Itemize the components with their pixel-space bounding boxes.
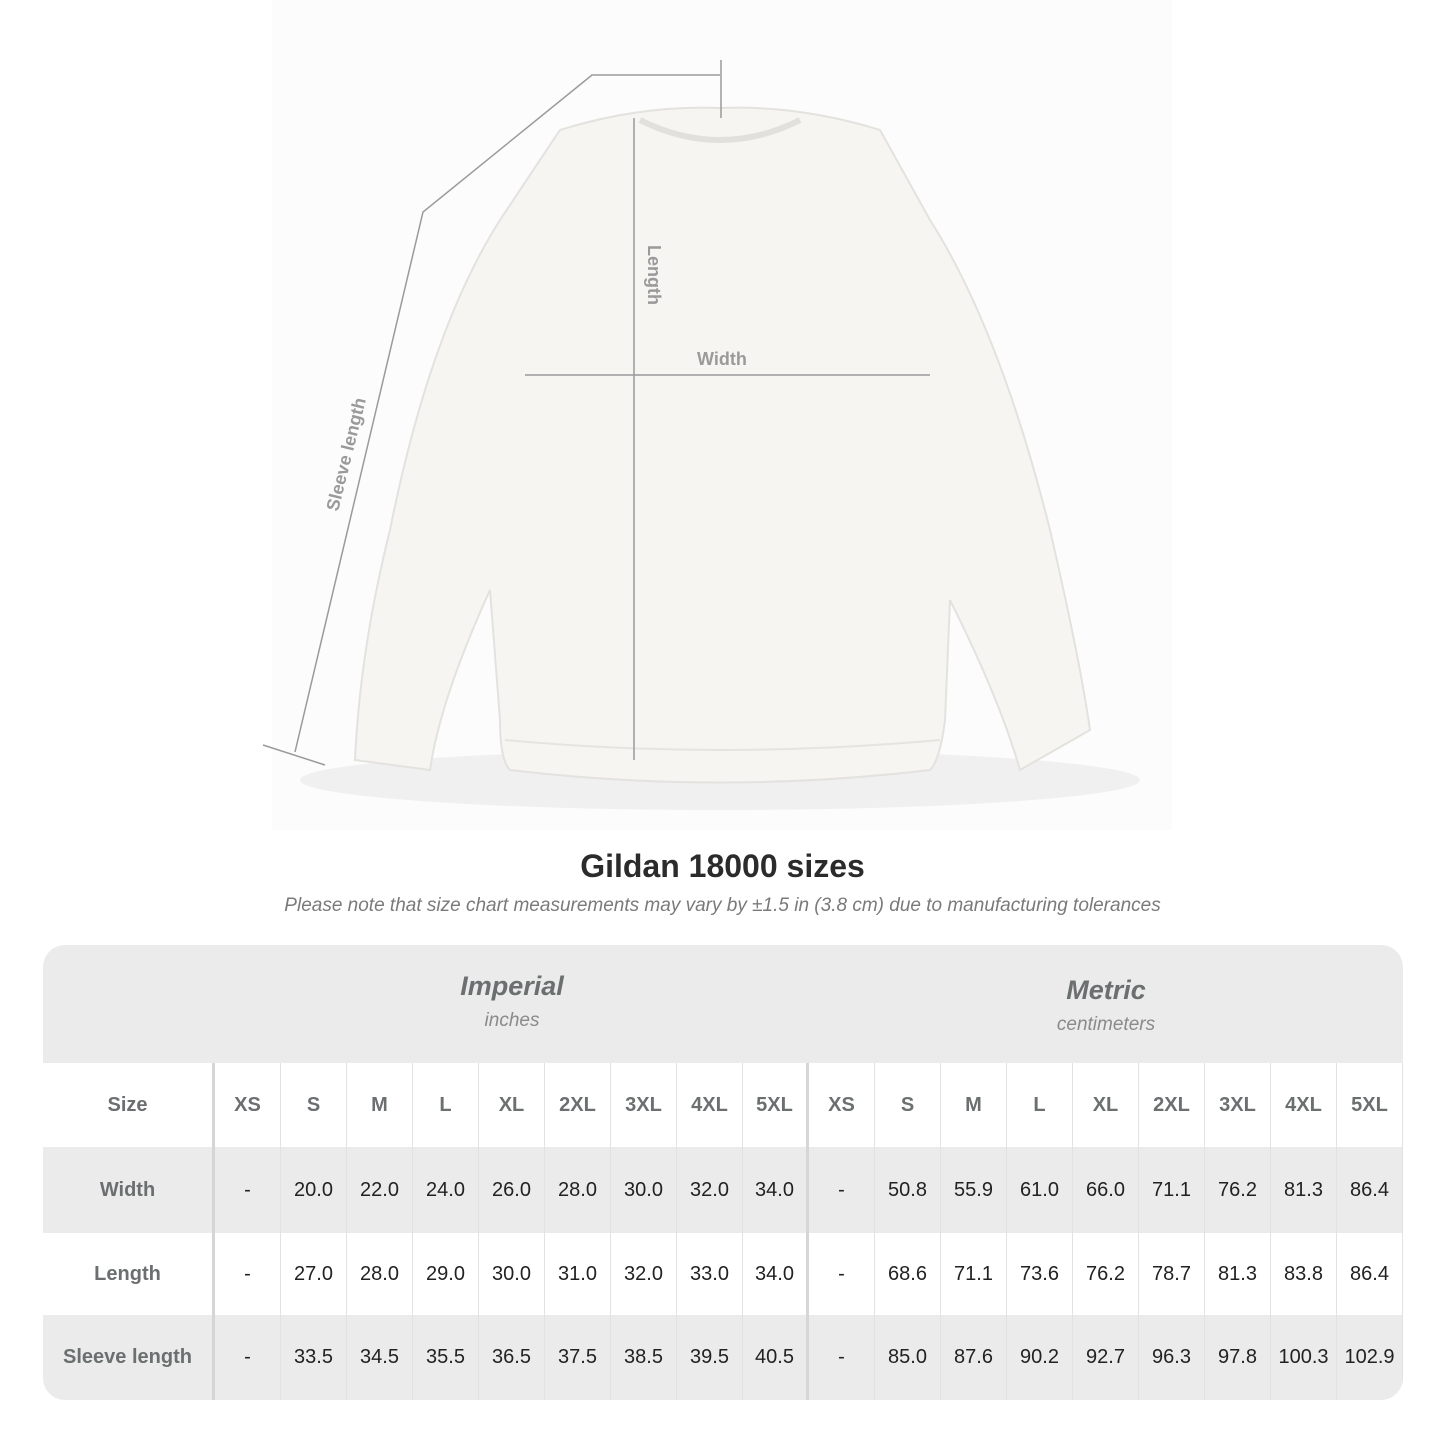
size-column-header: M [347,1063,413,1147]
value-cell: 55.9 [941,1147,1007,1233]
value-cell: 22.0 [347,1147,413,1233]
value-cell: 28.0 [545,1147,611,1233]
sweatshirt [353,106,1092,784]
length-label: Length [644,245,664,305]
size-column-header: XL [1073,1063,1139,1147]
value-cell: 83.8 [1271,1233,1337,1315]
table-header: Imperial inches Metric centimeters [43,945,1403,1063]
value-cell: 26.0 [479,1147,545,1233]
value-cell: 97.8 [1205,1315,1271,1400]
value-cell: 68.6 [875,1233,941,1315]
value-cell: 35.5 [413,1315,479,1400]
imperial-header: Imperial inches [215,945,809,1063]
value-cell: 102.9 [1337,1315,1403,1400]
value-cell: 92.7 [1073,1315,1139,1400]
value-cell: - [215,1315,281,1400]
value-cell: 90.2 [1007,1315,1073,1400]
table-row: Sleeve length -33.5 34.5 35.5 36.5 37.5 38.5 39… [43,1315,1403,1400]
row-label: Width [43,1147,215,1233]
value-cell: 34.0 [743,1147,809,1233]
size-column-header: S [281,1063,347,1147]
imperial-title: Imperial [460,971,564,1001]
value-cell: 34.0 [743,1233,809,1315]
value-cell: 30.0 [479,1233,545,1315]
size-column-header: 5XL [743,1063,809,1147]
chart-title: Gildan 18000 sizes [580,848,865,884]
table-row: Length -27.0 28.0 29.0 30.0 31.0 32.0 33.0 34.0-… [43,1233,1403,1315]
table-row: Width -20.0 22.0 24.0 26.0 28.0 30.0 32.0 34.0-5… [43,1147,1403,1233]
table-row: Size XS S M L XL 2XL 3XL 4XL 5XL XS S M L XL 2XL 3XL 4XL 5… [43,1063,1403,1147]
size-column-header: XS [215,1063,281,1147]
value-cell: 38.5 [611,1315,677,1400]
value-cell: 86.4 [1337,1147,1403,1233]
value-cell: 29.0 [413,1233,479,1315]
value-cell: 30.0 [611,1147,677,1233]
value-cell: - [809,1147,875,1233]
size-table: Imperial inches Metric centimeters Size X… [43,945,1403,1400]
value-cell: 40.5 [743,1315,809,1400]
value-cell: 32.0 [677,1147,743,1233]
measurement-lines [262,60,930,766]
row-label: Sleeve length [43,1315,215,1400]
value-cell: 81.3 [1205,1233,1271,1315]
value-cell: 37.5 [545,1315,611,1400]
value-cell: 100.3 [1271,1315,1337,1400]
value-cell: 96.3 [1139,1315,1205,1400]
size-column-header: XL [479,1063,545,1147]
metric-title: Metric [1066,975,1146,1005]
value-cell: 31.0 [545,1233,611,1315]
value-cell: 36.5 [479,1315,545,1400]
size-column-header: 3XL [611,1063,677,1147]
size-column-header: L [413,1063,479,1147]
value-cell: 73.6 [1007,1233,1073,1315]
value-cell: - [809,1233,875,1315]
value-cell: 27.0 [281,1233,347,1315]
size-column-header: M [941,1063,1007,1147]
value-cell: 71.1 [941,1233,1007,1315]
value-cell: 61.0 [1007,1147,1073,1233]
size-column-header: 2XL [545,1063,611,1147]
value-cell: 76.2 [1073,1233,1139,1315]
value-cell: 20.0 [281,1147,347,1233]
value-cell: 33.0 [677,1233,743,1315]
value-cell: 85.0 [875,1315,941,1400]
size-column-header: 5XL [1337,1063,1403,1147]
size-column-header: 4XL [677,1063,743,1147]
value-cell: 24.0 [413,1147,479,1233]
size-header: Size [43,1063,215,1147]
size-column-header: L [1007,1063,1073,1147]
value-cell: 34.5 [347,1315,413,1400]
tolerance-note: Please note that size chart measurements… [284,895,1161,916]
value-cell: 71.1 [1139,1147,1205,1233]
size-column-header: 2XL [1139,1063,1205,1147]
value-cell: 39.5 [677,1315,743,1400]
value-cell: 76.2 [1205,1147,1271,1233]
value-cell: - [809,1315,875,1400]
value-cell: 33.5 [281,1315,347,1400]
value-cell: 32.0 [611,1233,677,1315]
value-cell: 87.6 [941,1315,1007,1400]
value-cell: 78.7 [1139,1233,1205,1315]
value-cell: 50.8 [875,1147,941,1233]
size-column-header: 4XL [1271,1063,1337,1147]
value-cell: 66.0 [1073,1147,1139,1233]
sweatshirt-diagram: Length Width Sleeve length [262,60,1140,810]
value-cell: 81.3 [1271,1147,1337,1233]
sleeve-line [294,74,720,753]
value-cell: - [215,1147,281,1233]
size-column-header: 3XL [1205,1063,1271,1147]
value-cell: - [215,1233,281,1315]
metric-unit: centimeters [1056,1014,1156,1035]
imperial-unit: inches [484,1010,540,1031]
value-cell: 86.4 [1337,1233,1403,1315]
metric-header: Metric centimeters [809,949,1403,1067]
size-column-header: S [875,1063,941,1147]
row-label: Length [43,1233,215,1315]
value-cell: 28.0 [347,1233,413,1315]
size-column-header: XS [809,1063,875,1147]
width-label: Width [697,349,747,369]
